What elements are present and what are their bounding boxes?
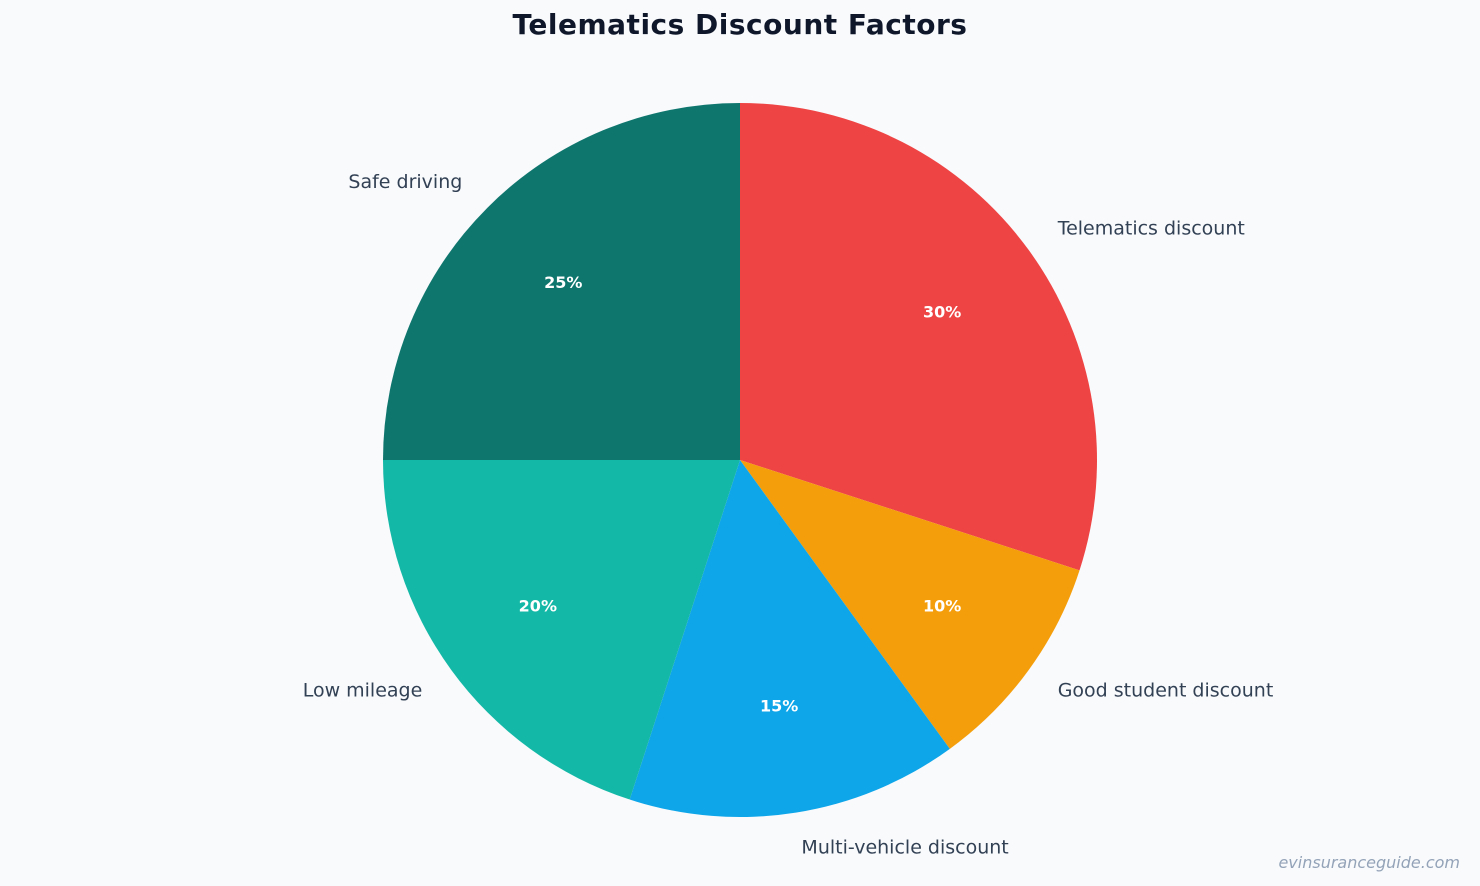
pie-percent-label-low-mileage: 20% (519, 596, 557, 615)
pie-slice-telematics-discount (740, 103, 1097, 571)
pie-slice-low-mileage (383, 460, 740, 800)
pie-category-label-low-mileage: Low mileage (303, 679, 423, 701)
pie-percent-label-telematics-discount: 30% (923, 303, 961, 322)
slices-layer (383, 103, 1097, 818)
percent-labels-layer: 30% 10% 15% 20% 25% (519, 273, 962, 716)
pie-slice-multi-vehicle-discount (629, 460, 950, 818)
pie-percent-label-good-student-discount: 10% (923, 596, 961, 615)
pie-percent-label-safe-driving: 25% (544, 273, 582, 292)
watermark: evinsuranceguide.com (1278, 853, 1460, 872)
pie-category-label-telematics-discount: Telematics discount (1057, 218, 1245, 240)
category-labels-layer: Telematics discount Good student discount… (303, 171, 1274, 859)
pie-category-label-good-student-discount: Good student discount (1058, 679, 1274, 701)
pie-slice-good-student-discount (740, 460, 1080, 749)
pie-category-label-multi-vehicle-discount: Multi-vehicle discount (801, 836, 1008, 858)
pie-slice-safe-driving (383, 103, 740, 460)
chart-title: Telematics Discount Factors (512, 8, 968, 41)
pie-category-label-safe-driving: Safe driving (348, 171, 462, 193)
pie-percent-label-multi-vehicle-discount: 15% (760, 696, 798, 715)
